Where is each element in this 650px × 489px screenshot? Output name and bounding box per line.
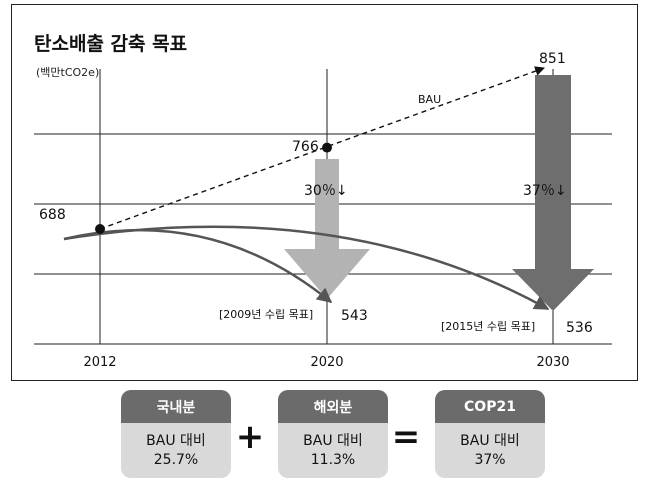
bau-point-2012 — [95, 224, 105, 234]
percent-label-2030: 37％↓ — [523, 183, 567, 199]
domestic-box-line1: BAU 대비 — [146, 432, 206, 449]
reduction-arrow-2030 — [512, 75, 594, 311]
chart-labels: 2012 2020 2030 BAU 688 766 851 30％↓ 37％↓ [2009년 수… — [39, 51, 593, 370]
cop21-box-header: COP21 — [435, 390, 545, 423]
percent-label-2020: 30％↓ — [304, 183, 348, 199]
target-curve-2020 — [63, 228, 333, 303]
bau-label-2020: 766 — [292, 139, 319, 155]
chart-frame: 탄소배출 감축 목표 (백만tCO2e) 2012 2020 2030 BAU 688 7… — [11, 4, 638, 381]
target-curve-2030 — [63, 225, 550, 311]
x-tick-label: 2012 — [83, 355, 116, 370]
overseas-box-value: 11.3% — [310, 451, 356, 468]
bau-label-2030: 851 — [539, 51, 566, 67]
chart-title: 탄소배출 감축 목표 — [34, 33, 187, 55]
domestic-box: 국내분 BAU 대비 25.7% — [121, 390, 231, 478]
x-tick-label: 2030 — [536, 355, 569, 370]
unit-label: (백만tCO2e) — [36, 66, 99, 79]
domestic-box-header: 국내분 — [121, 390, 231, 423]
plus-operator: + — [235, 417, 265, 457]
reduction-chart: 탄소배출 감축 목표 (백만tCO2e) 2012 2020 2030 BAU 688 7… — [34, 33, 612, 370]
plan-label-2030: [2015년 수립 목표] — [441, 320, 535, 333]
bau-point-2020 — [322, 142, 332, 153]
x-tick-label: 2020 — [310, 355, 343, 370]
overseas-box-header: 해외분 — [278, 390, 388, 423]
cop21-box-value: 37% — [474, 451, 506, 468]
cop21-box: COP21 BAU 대비 37% — [435, 390, 545, 478]
domestic-box-value: 25.7% — [153, 451, 199, 468]
equals-operator: = — [391, 417, 421, 457]
chart-marks — [63, 66, 594, 311]
overseas-box-line1: BAU 대비 — [303, 432, 363, 449]
reduction-arrow-2020 — [284, 159, 370, 299]
bau-label-2012: 688 — [39, 207, 66, 223]
bau-line — [99, 66, 545, 230]
target-label-2020: 543 — [341, 308, 368, 324]
overseas-box: 해외분 BAU 대비 11.3% — [278, 390, 388, 478]
cop21-box-line1: BAU 대비 — [460, 432, 520, 449]
bau-series-label: BAU — [418, 93, 441, 106]
target-label-2030: 536 — [566, 320, 593, 336]
plan-label-2020: [2009년 수립 목표] — [219, 308, 313, 321]
